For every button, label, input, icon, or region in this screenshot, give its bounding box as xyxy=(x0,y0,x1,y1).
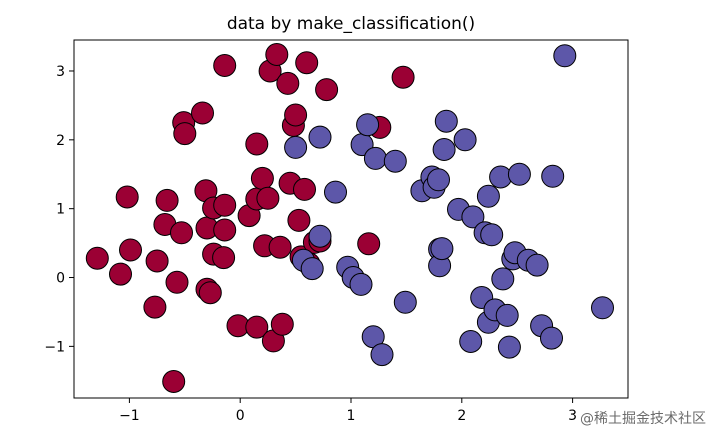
scatter-point-class1-46 xyxy=(541,164,565,188)
scatter-point-class1-47 xyxy=(553,44,577,68)
scatter-point-class1-36 xyxy=(491,267,515,291)
scatter-point-class1-48 xyxy=(591,296,614,320)
scatter-point-class0-43 xyxy=(293,177,316,201)
x-tick-label-0: −1 xyxy=(119,408,140,424)
scatter-point-class1-38 xyxy=(497,335,521,359)
scatter-point-class0-34 xyxy=(265,43,289,66)
scatter-point-class1-10 xyxy=(356,113,380,137)
scatter-point-class1-37 xyxy=(495,303,519,327)
scatter-point-class1-4 xyxy=(308,224,332,248)
x-tick-label-1: 0 xyxy=(236,408,245,424)
points-layer xyxy=(85,43,614,393)
y-tick-label-3: 2 xyxy=(56,133,65,149)
scatter-point-class1-33 xyxy=(480,223,504,247)
x-tick-label-3: 2 xyxy=(457,408,466,424)
scatter-point-class0-28 xyxy=(245,315,269,339)
scatter-point-class0-20 xyxy=(212,246,236,270)
scatter-point-class0-23 xyxy=(213,54,237,77)
scatter-point-class0-12 xyxy=(173,122,197,146)
scatter-point-class0-40 xyxy=(284,103,308,127)
scatter-point-class0-35 xyxy=(268,235,292,259)
scatter-point-class1-14 xyxy=(383,149,407,173)
scatter-point-class1-0 xyxy=(284,135,308,159)
scatter-point-class1-19 xyxy=(427,168,450,192)
scatter-point-class0-5 xyxy=(145,249,169,273)
scatter-point-class1-45 xyxy=(540,326,563,350)
y-tick-label-0: −1 xyxy=(44,339,65,355)
scatter-point-class0-48 xyxy=(315,78,339,102)
scatter-point-class0-9 xyxy=(165,270,189,294)
scatter-point-class0-4 xyxy=(143,295,167,319)
x-tick-label-2: 1 xyxy=(347,408,356,424)
scatter-point-class1-3 xyxy=(308,125,332,149)
y-tick-label-4: 3 xyxy=(56,64,65,80)
scatter-point-class1-5 xyxy=(324,180,347,204)
scatter-point-class1-12 xyxy=(363,146,387,170)
scatter-point-class0-7 xyxy=(155,188,179,212)
scatter-point-class0-0 xyxy=(85,246,109,270)
x-tick-label-4: 3 xyxy=(568,408,577,424)
scatter-point-class1-22 xyxy=(430,237,454,261)
scatter-point-class0-49 xyxy=(357,232,381,256)
scatter-point-class1-8 xyxy=(349,272,373,296)
scatter-point-class0-29 xyxy=(250,166,274,190)
scatter-point-class1-15 xyxy=(393,290,417,314)
scatter-point-class1-13 xyxy=(370,343,394,367)
scatter-point-class1-23 xyxy=(432,138,456,161)
scatter-point-class0-1 xyxy=(109,262,132,286)
scatter-point-class0-2 xyxy=(115,185,139,209)
scatter-point-class1-26 xyxy=(453,128,477,152)
scatter-point-class1-41 xyxy=(507,162,531,186)
scatter-point-class1-2 xyxy=(300,257,324,281)
scatter-point-class0-41 xyxy=(287,208,311,232)
scatter-point-class0-44 xyxy=(295,51,319,75)
scatter-point-class1-32 xyxy=(476,184,500,208)
scatter-point-class0-17 xyxy=(198,281,222,305)
scatter-point-class0-13 xyxy=(191,101,214,125)
scatter-point-class1-24 xyxy=(434,109,458,133)
scatter-point-class0-36 xyxy=(270,312,294,336)
scatter-point-class0-3 xyxy=(119,238,142,262)
scatter-point-class0-27 xyxy=(245,132,269,156)
axes-layer: −1 0 1 2 3 −1 0 1 2 3 xyxy=(44,64,577,424)
y-tick-label-1: 0 xyxy=(56,271,65,287)
scatter-point-class1-28 xyxy=(461,205,485,229)
scatter-point-class0-51 xyxy=(391,65,415,89)
scatter-point-class0-31 xyxy=(256,186,280,210)
scatter-point-class0-37 xyxy=(276,71,300,95)
scatter-point-class0-22 xyxy=(213,218,237,242)
scatter-point-class0-10 xyxy=(170,221,193,245)
y-tick-label-2: 1 xyxy=(56,202,65,218)
scatter-point-class1-27 xyxy=(459,330,483,353)
scatter-point-class1-43 xyxy=(525,253,549,277)
scatter-point-class0-21 xyxy=(213,193,237,217)
chart-title: data by make_classification() xyxy=(227,14,475,34)
watermark-text: @稀土掘金技术社区 xyxy=(580,411,706,427)
scatter-point-class0-8 xyxy=(162,370,186,393)
